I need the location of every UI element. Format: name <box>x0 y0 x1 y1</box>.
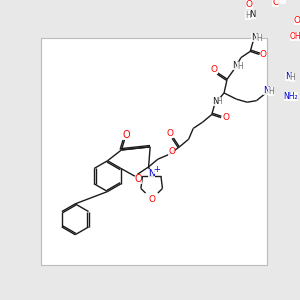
Text: N: N <box>148 169 155 178</box>
Text: H: H <box>217 97 222 106</box>
Text: H: H <box>256 34 262 43</box>
Text: N: N <box>232 61 239 70</box>
Text: O: O <box>260 50 267 59</box>
Text: O: O <box>211 64 218 74</box>
Text: H: H <box>268 87 274 96</box>
Text: OH: OH <box>290 32 300 41</box>
Text: N: N <box>212 97 219 106</box>
Text: N: N <box>263 86 270 95</box>
Text: O: O <box>294 16 300 25</box>
Text: O: O <box>272 0 279 8</box>
Text: N: N <box>249 10 256 19</box>
Text: O: O <box>122 130 130 140</box>
Text: N: N <box>251 33 257 42</box>
FancyBboxPatch shape <box>40 38 267 265</box>
Text: N: N <box>285 72 291 81</box>
Text: O: O <box>148 195 155 204</box>
Text: O: O <box>167 128 174 137</box>
Text: O: O <box>222 113 229 122</box>
Text: H: H <box>237 61 243 70</box>
Text: O: O <box>135 174 142 184</box>
Text: H: H <box>245 11 251 20</box>
Text: H: H <box>290 73 296 82</box>
Text: −: − <box>278 0 286 4</box>
Text: O: O <box>246 0 253 9</box>
Text: NH₂: NH₂ <box>284 92 298 101</box>
Text: +: + <box>154 166 160 175</box>
Text: O: O <box>168 147 175 156</box>
